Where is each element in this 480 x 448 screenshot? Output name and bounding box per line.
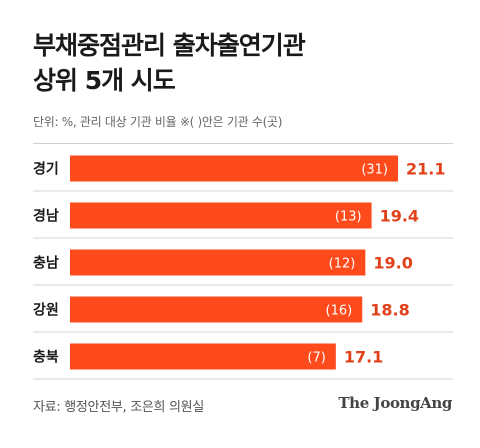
unit-note: 단위: %, 관리 대상 기관 비율 ※( )안은 기관 수(곳) (33, 115, 283, 129)
category-label: 강원 (33, 302, 59, 319)
value-label: 19.4 (380, 207, 419, 226)
category-label: 충남 (33, 255, 59, 272)
bar-chart: 경기 (31) 21.1 경남 (13) 19.4 충남 (12) 19.0 강원 (16) 18.8… (33, 155, 453, 380)
count-label: (16) (326, 304, 353, 319)
category-label: 경남 (33, 208, 59, 225)
value-label: 18.8 (370, 301, 409, 320)
count-label: (7) (307, 351, 325, 366)
header-divider (33, 143, 453, 144)
category-label: 충북 (33, 350, 59, 366)
value-label: 19.0 (373, 254, 412, 273)
bar (70, 296, 363, 323)
count-label: (31) (361, 163, 388, 178)
bar (70, 155, 398, 182)
bar (70, 202, 372, 229)
publisher-logo: The JoongAng (338, 394, 452, 412)
bar (70, 249, 366, 276)
value-label: 21.1 (406, 160, 445, 179)
source-note: 자료: 행정안전부, 조은희 의원실 (33, 400, 204, 415)
category-label: 경기 (33, 161, 59, 178)
value-label: 17.1 (344, 348, 383, 367)
chart-title-line-2: 상위 5개 시도 (33, 66, 176, 95)
count-label: (13) (335, 210, 362, 225)
chart-title: 부채중점관리 출차출연기관 상위 5개 시도 (33, 28, 453, 98)
bar (70, 343, 336, 370)
chart-title-line-1: 부채중점관리 출차출연기관 (33, 31, 306, 60)
count-label: (12) (329, 257, 356, 272)
